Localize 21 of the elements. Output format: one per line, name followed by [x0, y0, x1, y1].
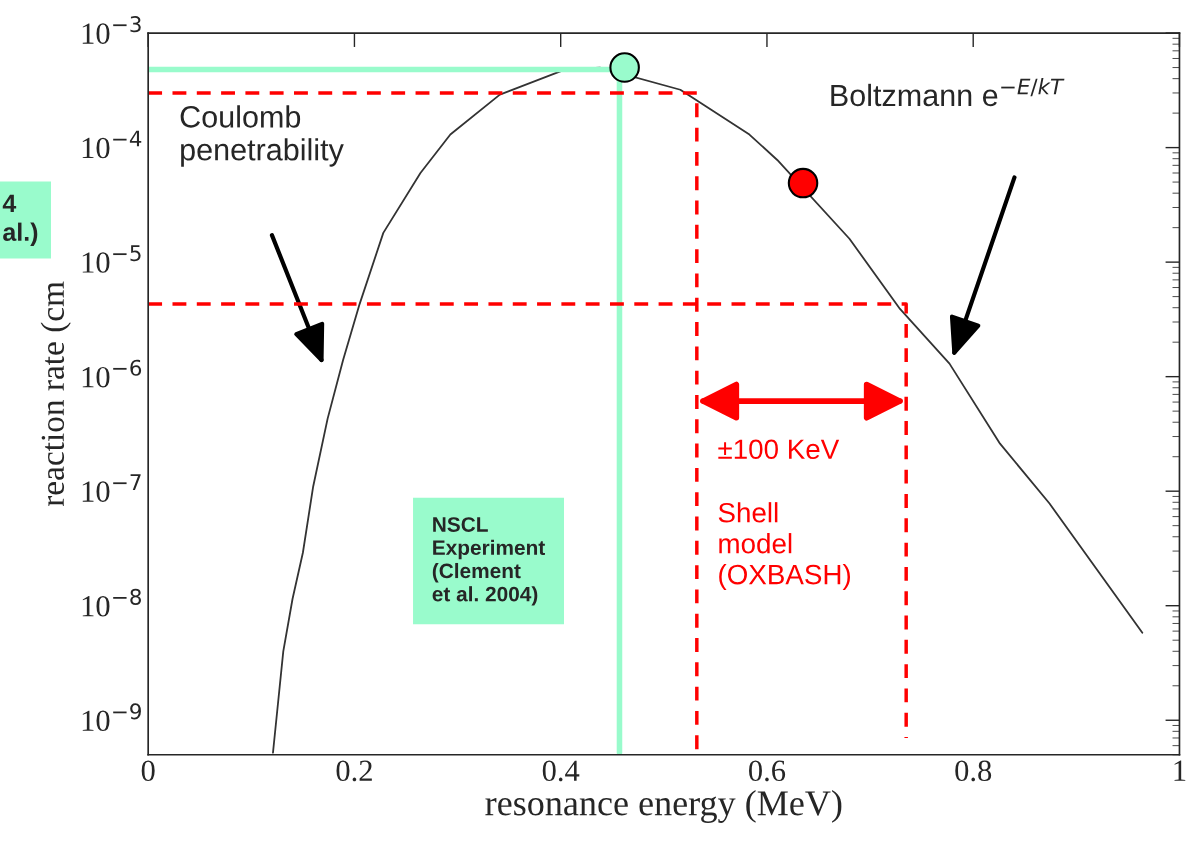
- y-tick-label: 10$^{−5}$: [82, 245, 141, 273]
- x-axis-title: resonance energy (MeV): [485, 790, 842, 823]
- y-tick-label: 10$^{−7}$: [82, 474, 141, 502]
- y-tick-label: 10$^{−8}$: [82, 588, 141, 617]
- y-tick-label: 10$^{−9}$: [82, 703, 141, 732]
- y-tick-label: 10$^{−3}$: [82, 16, 141, 44]
- y-axis-title: reaction rate (cm: [40, 281, 71, 507]
- x-tick-label: 0.2: [336, 760, 372, 782]
- annotation: Shell model (OXBASH): [718, 502, 850, 590]
- annotation: Boltzmann e$^{−E/kT}$: [831, 78, 1065, 107]
- annotation: Coulomb penetrability: [180, 105, 344, 167]
- text: 4 al.): [2, 194, 38, 246]
- annotation: ±100 KeV: [718, 439, 840, 460]
- x-tick-label: 0.6: [749, 760, 786, 782]
- annotation: NSCL Experiment (Clement et al. 2004): [432, 517, 545, 606]
- x-tick-label: 0.4: [542, 760, 580, 782]
- y-tick-label: 10$^{−4}$: [82, 130, 142, 159]
- x-tick-label: 1: [1174, 760, 1186, 781]
- x-tick-label: 0.8: [955, 760, 992, 782]
- y-tick-label: 10$^{−6}$: [82, 359, 142, 388]
- x-tick-label: 0: [141, 760, 155, 782]
